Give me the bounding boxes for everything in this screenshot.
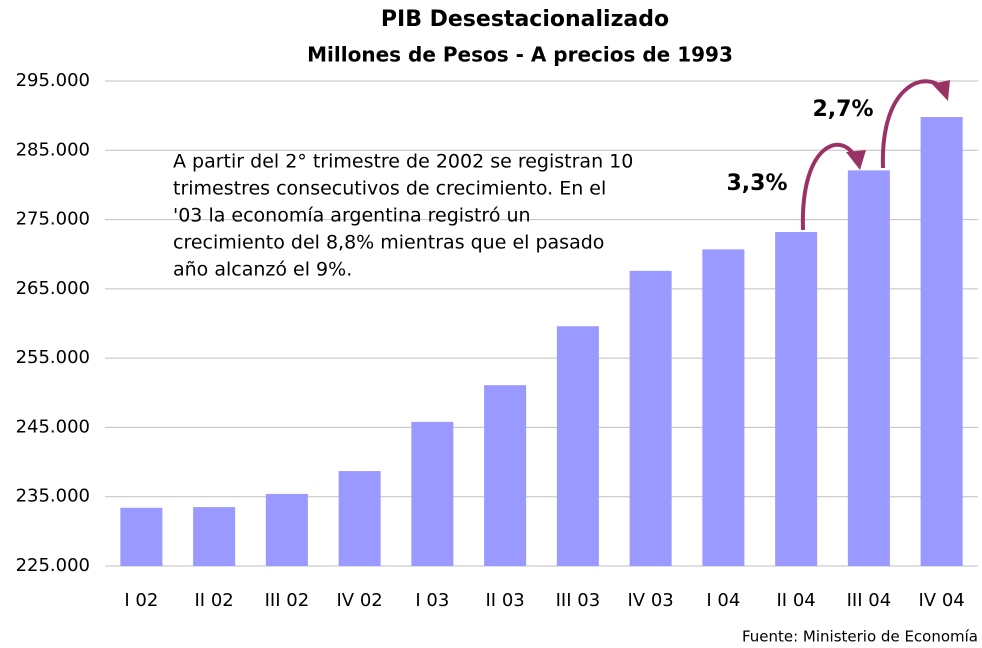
note-line: crecimiento del 8,8% mientras que el pas… (173, 232, 604, 254)
bar (193, 507, 236, 566)
arrow-head (846, 150, 866, 170)
bar (920, 117, 963, 567)
plot: 225.000 235.000 245.000 255.000 265.000 275.0… (16, 70, 978, 611)
y-tick-label: 245.000 (16, 416, 90, 437)
x-tick-label: II 02 (195, 590, 234, 611)
bar (847, 170, 890, 566)
x-tick-label: I 02 (124, 590, 158, 611)
bar (484, 385, 527, 566)
y-tick-label: 255.000 (16, 347, 90, 368)
x-tick-label: I 04 (706, 590, 740, 611)
note-line: '03 la economía argentina registró un (173, 205, 531, 227)
x-tick-label: III 03 (556, 590, 601, 611)
arrow-head (932, 80, 950, 101)
bar (265, 493, 308, 566)
x-tick-label: IV 04 (919, 590, 965, 611)
y-tick-label: 235.000 (16, 486, 90, 507)
note-line: año alcanzó el 9%. (173, 259, 352, 281)
bar (702, 249, 745, 566)
note-line: trimestres consecutivos de crecimiento. … (173, 178, 606, 200)
bar (411, 421, 454, 566)
y-tick-label: 225.000 (16, 555, 90, 576)
bar (556, 326, 599, 566)
annotation: 2,7% (812, 97, 873, 122)
x-tick-label: IV 02 (337, 590, 383, 611)
arrow (800, 142, 858, 231)
x-tick-label: IV 03 (628, 590, 674, 611)
bar (629, 270, 672, 566)
x-tick-label: III 02 (265, 590, 310, 611)
chart-subtitle: Millones de Pesos - A precios de 1993 (307, 43, 733, 67)
x-tick-label: I 03 (415, 590, 449, 611)
y-tick-label: 265.000 (16, 278, 90, 299)
chart-title: PIB Desestacionalizado (381, 7, 669, 32)
bar (338, 471, 381, 566)
source: Fuente: Ministerio de Economía (742, 628, 978, 646)
y-tick-label: 275.000 (16, 209, 90, 230)
bar (775, 232, 818, 567)
x-tick-label: III 04 (847, 590, 892, 611)
bar (120, 507, 163, 566)
y-tick-label: 295.000 (16, 70, 90, 91)
x-tick-label: II 03 (486, 590, 525, 611)
x-tick-label: II 04 (777, 590, 816, 611)
annotation: 3,3% (726, 171, 787, 196)
note-line: A partir del 2° trimestre de 2002 se reg… (173, 151, 633, 173)
y-tick-label: 285.000 (16, 139, 90, 160)
